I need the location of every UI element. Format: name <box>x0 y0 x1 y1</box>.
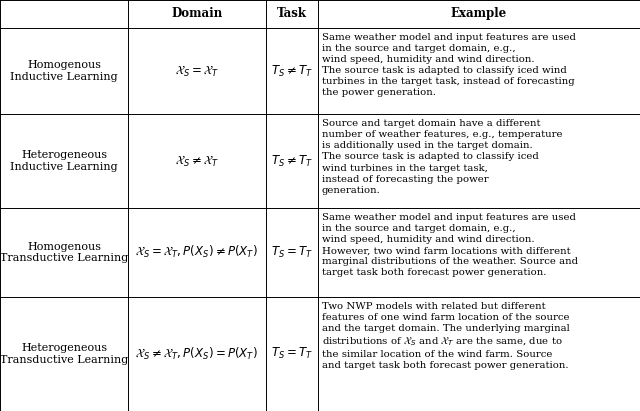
Text: Two NWP models with related but different
features of one wind farm location of : Two NWP models with related but differen… <box>322 302 570 370</box>
Text: Task: Task <box>277 7 307 21</box>
Text: $\mathcal{X}_S \neq \mathcal{X}_T$: $\mathcal{X}_S \neq \mathcal{X}_T$ <box>175 154 219 169</box>
Text: Same weather model and input features are used
in the source and target domain, : Same weather model and input features ar… <box>322 33 576 97</box>
Text: $\mathcal{X}_S = \mathcal{X}_T, P(X_S) \neq P(X_T)$: $\mathcal{X}_S = \mathcal{X}_T, P(X_S) \… <box>135 244 259 261</box>
Text: Homogenous
Transductive Learning: Homogenous Transductive Learning <box>0 242 128 263</box>
Text: $T_S = T_T$: $T_S = T_T$ <box>271 346 313 361</box>
Text: $\mathcal{X}_S = \mathcal{X}_T$: $\mathcal{X}_S = \mathcal{X}_T$ <box>175 64 219 79</box>
Text: Example: Example <box>451 7 507 21</box>
Text: $T_S \neq T_T$: $T_S \neq T_T$ <box>271 64 313 79</box>
Text: $\mathcal{X}_S \neq \mathcal{X}_T, P(X_S) = P(X_T)$: $\mathcal{X}_S \neq \mathcal{X}_T, P(X_S… <box>135 346 259 362</box>
Text: Same weather model and input features are used
in the source and target domain, : Same weather model and input features ar… <box>322 213 578 277</box>
Text: Heterogeneous
Transductive Learning: Heterogeneous Transductive Learning <box>0 343 128 365</box>
Text: Heterogeneous
Inductive Learning: Heterogeneous Inductive Learning <box>10 150 118 172</box>
Text: $T_S \neq T_T$: $T_S \neq T_T$ <box>271 154 313 169</box>
Text: $T_S = T_T$: $T_S = T_T$ <box>271 245 313 260</box>
Text: Homogenous
Inductive Learning: Homogenous Inductive Learning <box>10 60 118 82</box>
Text: Source and target domain have a different
number of weather features, e.g., temp: Source and target domain have a differen… <box>322 119 563 195</box>
Text: Domain: Domain <box>171 7 223 21</box>
